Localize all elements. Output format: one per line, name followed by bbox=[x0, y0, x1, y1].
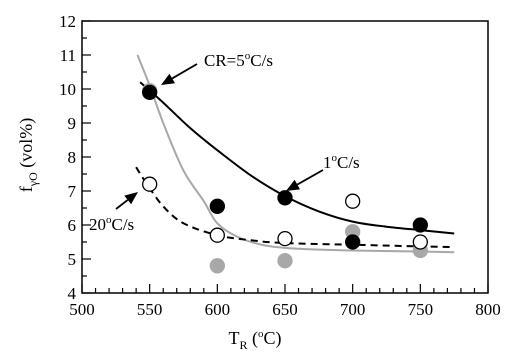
data-point-series-1 bbox=[209, 227, 225, 243]
data-point-series-1 bbox=[142, 176, 158, 192]
arrow-20cs-shaft bbox=[115, 199, 129, 210]
annotation-20cs: 20oC/s bbox=[89, 214, 134, 234]
fit-curves bbox=[135, 54, 455, 254]
y-tick-label: 4 bbox=[68, 284, 77, 303]
x-tick-label: 550 bbox=[137, 300, 163, 319]
arrow-cr5-head bbox=[161, 73, 176, 85]
data-point-series-0 bbox=[277, 190, 293, 206]
fit-curve-series-2 bbox=[136, 54, 455, 254]
annotation-cr5: CR=5oC/s bbox=[204, 50, 273, 70]
data-point-series-1 bbox=[412, 234, 428, 250]
data-point-series-0 bbox=[412, 217, 428, 233]
arrow-1cs-head bbox=[286, 179, 301, 191]
arrow-cr5-shaft bbox=[171, 63, 198, 80]
y-tick-label: 9 bbox=[68, 114, 77, 133]
data-point-series-1 bbox=[277, 230, 293, 247]
x-axis-title: TR (oC) bbox=[228, 328, 281, 352]
y-axis-title: fγO (vol%) bbox=[16, 118, 40, 192]
arrow-1cs-shaft bbox=[296, 169, 324, 186]
axis-tick-labels: 500 550 600 650 700 750 800 4 5 6 7 8 9 10 11 12 bbox=[59, 12, 501, 319]
x-tick-label: 650 bbox=[272, 300, 298, 319]
data-point-series-2 bbox=[209, 258, 225, 274]
x-tick-label: 700 bbox=[340, 300, 366, 319]
data-point-series-2 bbox=[277, 253, 293, 269]
y-tick-label: 11 bbox=[60, 46, 76, 65]
y-tick-label: 7 bbox=[68, 182, 77, 201]
x-tick-label: 600 bbox=[205, 300, 231, 319]
data-point-series-0 bbox=[142, 84, 158, 101]
y-tick-label: 12 bbox=[59, 12, 76, 31]
data-point-series-0 bbox=[209, 198, 225, 214]
data-markers bbox=[142, 83, 428, 274]
y-tick-label: 6 bbox=[68, 216, 77, 235]
data-point-series-1 bbox=[345, 193, 361, 209]
data-point-series-0 bbox=[345, 234, 361, 250]
arrow-20cs-head bbox=[124, 192, 138, 205]
annotation-1cs: 1oC/s bbox=[323, 152, 360, 172]
y-tick-label: 8 bbox=[68, 148, 77, 167]
y-tick-label: 5 bbox=[68, 250, 77, 269]
y-tick-label: 10 bbox=[59, 80, 76, 99]
fit-curve-series-0 bbox=[139, 81, 455, 235]
x-tick-label: 800 bbox=[475, 300, 501, 319]
x-tick-label: 750 bbox=[408, 300, 434, 319]
x-tick-label: 500 bbox=[69, 300, 95, 319]
annotation-arrows bbox=[115, 63, 324, 210]
axis-ticks bbox=[81, 20, 489, 294]
fit-curve-series-1 bbox=[135, 166, 455, 249]
